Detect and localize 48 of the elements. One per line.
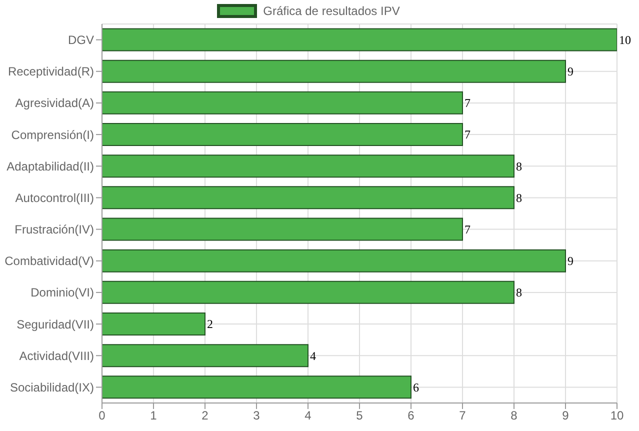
x-tick-label: 9 — [562, 408, 570, 423]
data-label: 7 — [464, 128, 470, 142]
bar — [102, 28, 617, 52]
y-tick-label: Autocontrol(III) — [15, 190, 94, 205]
data-label: 9 — [568, 254, 574, 268]
data-label: 7 — [464, 222, 470, 236]
data-label: 10 — [619, 32, 631, 47]
y-tick-label: Comprensión(I) — [11, 128, 94, 142]
y-tick-label: Dominio(VI) — [30, 286, 94, 300]
x-tick-label: 7 — [459, 408, 466, 423]
y-tick-label: DGV — [68, 33, 94, 48]
y-tick-label: Receptividad(R) — [8, 64, 94, 79]
x-tick-label: 3 — [253, 408, 260, 423]
y-tick-label: Actividad(VIII) — [19, 348, 94, 363]
data-label: 8 — [516, 190, 522, 205]
data-label: 2 — [207, 317, 213, 332]
y-tick-label: Agresividad(A) — [15, 96, 94, 110]
data-label: 9 — [568, 64, 574, 79]
data-label: 7 — [464, 96, 470, 110]
bar — [102, 60, 566, 83]
bar — [102, 344, 308, 368]
legend-label: Gráfica de resultados IPV — [263, 4, 400, 18]
data-label: 4 — [310, 348, 316, 363]
bar — [102, 122, 463, 146]
bar — [102, 186, 514, 210]
bar — [102, 249, 566, 272]
bar — [102, 91, 463, 114]
data-label: 6 — [413, 380, 419, 394]
y-tick-label: Combatividad(V) — [4, 254, 94, 268]
bar — [102, 312, 206, 336]
x-tick-label: 4 — [304, 408, 312, 423]
data-label: 8 — [516, 159, 522, 174]
x-tick-label: 10 — [610, 408, 624, 423]
y-tick-label: Frustración(IV) — [14, 222, 94, 237]
bar — [102, 218, 463, 241]
x-tick-label: 0 — [98, 408, 106, 423]
x-tick-label: 6 — [408, 408, 415, 423]
bar — [102, 154, 514, 178]
y-tick-label: Sociabilidad(IX) — [10, 380, 94, 394]
bar — [102, 280, 514, 304]
data-label: 8 — [516, 286, 522, 300]
x-tick-label: 5 — [356, 408, 364, 423]
x-tick-label: 8 — [510, 408, 518, 423]
x-tick-label: 2 — [202, 408, 209, 423]
bar — [102, 376, 412, 399]
y-tick-label: Seguridad(VII) — [16, 317, 94, 332]
y-tick-label: Adaptabilidad(II) — [6, 159, 94, 174]
x-tick-label: 1 — [150, 408, 158, 423]
